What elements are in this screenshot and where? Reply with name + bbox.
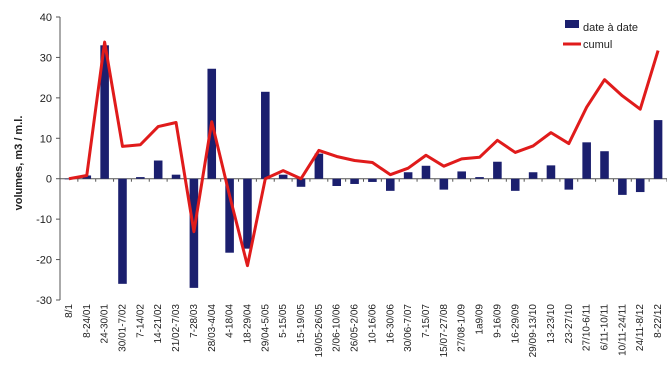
x-tick-label: 7-14/02 — [135, 304, 146, 338]
x-tick-label: 7-15/07 — [421, 304, 432, 338]
bar — [511, 179, 520, 191]
x-tick-label: 18-29/04 — [242, 304, 253, 344]
x-tick-label: 8/1 — [64, 304, 75, 318]
x-tick-label: 6/11-10/11 — [600, 304, 611, 351]
bar — [457, 171, 466, 178]
x-tick-label: 27/08-1/09 — [457, 304, 468, 352]
x-tick-label: 4-18/04 — [225, 304, 236, 338]
bar — [636, 179, 645, 192]
x-tick-label: 16-29/09 — [510, 304, 521, 344]
x-tick-label: 21/02-7/03 — [171, 304, 182, 352]
y-tick-label: -20 — [36, 255, 52, 267]
x-tick-label: 29/09-13/10 — [528, 304, 539, 358]
x-tick-label: 24-30/01 — [100, 304, 111, 344]
x-tick-label: 1a9/09 — [475, 304, 486, 335]
line-series — [69, 42, 658, 266]
cumul-line — [69, 42, 658, 266]
x-tick-label: 29/04-5/05 — [260, 304, 271, 352]
x-tick-label: 15/07-27/08 — [439, 304, 450, 358]
x-tick-label: 8-24/01 — [82, 304, 93, 338]
bar — [172, 175, 181, 179]
bar — [654, 120, 663, 179]
bar — [243, 179, 252, 249]
x-tick-label: 2/06-10/06 — [332, 304, 343, 352]
y-tick-label: 20 — [40, 93, 52, 105]
x-tick-label: 15-19/05 — [296, 304, 307, 344]
bar — [493, 162, 502, 179]
bar — [565, 179, 574, 190]
x-tick-labels: 8/1 8-24/01 24-30/01 30/01-7/02 7-14/02 14-21… — [64, 304, 664, 358]
x-tick-label: 28/03-4/04 — [207, 304, 218, 352]
y-axis-label: volumes, m3 / m.l. — [13, 116, 25, 211]
bar — [350, 179, 359, 184]
y-tick-label: 40 — [40, 12, 52, 24]
bar — [404, 172, 413, 178]
bar — [422, 166, 431, 179]
x-tick-label: 8-22/12 — [653, 304, 664, 338]
x-tick-label: 10-16/06 — [367, 304, 378, 344]
x-tick-label: 19/05-26/05 — [314, 304, 325, 358]
bar-series — [65, 45, 663, 288]
bar — [440, 179, 449, 190]
bar — [136, 177, 145, 179]
bar — [190, 179, 199, 288]
y-tick-label: 10 — [40, 133, 52, 145]
bar — [261, 92, 270, 179]
bar — [368, 179, 377, 182]
x-tick-label: 30/01-7/02 — [117, 304, 128, 352]
x-tick-label: 26/05-2/06 — [350, 304, 361, 352]
x-tick-label: 23-27/10 — [564, 304, 575, 344]
bar — [118, 179, 127, 284]
x-tick-label: 30/06-7/07 — [403, 304, 414, 352]
x-tick-label: 5-15/05 — [278, 304, 289, 338]
x-tick-label: 10/11-24/11 — [617, 304, 628, 356]
y-tick-label: 30 — [40, 52, 52, 64]
y-tick-label: 0 — [46, 174, 52, 186]
bar — [600, 151, 609, 178]
bar — [582, 142, 591, 178]
bar — [529, 172, 538, 178]
bar — [332, 179, 341, 186]
legend-bar-swatch — [565, 20, 579, 28]
x-tick-label: 16-30/06 — [385, 304, 396, 344]
x-tick-label: 24/11-8/12 — [635, 304, 646, 352]
bar — [475, 177, 484, 179]
x-tick-label: 7-28/03 — [189, 304, 200, 338]
y-tick-label: -10 — [36, 214, 52, 226]
x-tick-label: 27/10-6/11 — [582, 304, 593, 352]
legend-label-bars: date à date — [583, 22, 638, 34]
bar — [279, 175, 288, 179]
bar — [154, 161, 163, 179]
x-tick-label: 13-23/10 — [546, 304, 557, 344]
x-tick-label: 14-21/02 — [153, 304, 164, 344]
legend: date à date cumul — [563, 20, 638, 51]
legend-label-line: cumul — [583, 39, 612, 51]
bar — [618, 179, 627, 195]
x-tick-label: 9-16/09 — [492, 304, 503, 338]
bar — [547, 165, 556, 178]
bar — [386, 179, 395, 191]
y-tick-label: -30 — [36, 295, 52, 307]
